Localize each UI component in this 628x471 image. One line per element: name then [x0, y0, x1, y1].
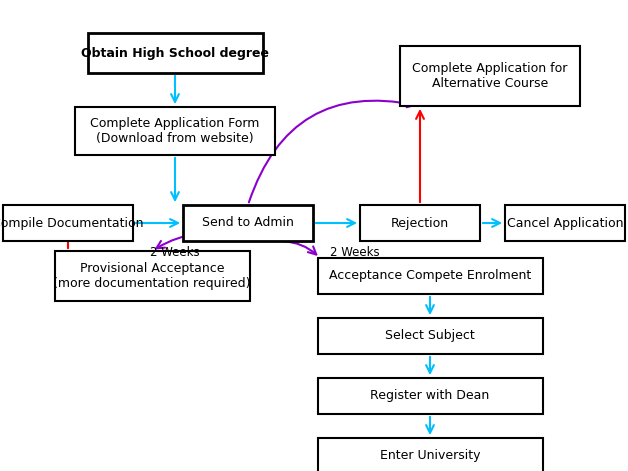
- Text: Compile Documentation: Compile Documentation: [0, 217, 144, 229]
- Text: Obtain High School degree: Obtain High School degree: [81, 47, 269, 59]
- FancyBboxPatch shape: [318, 378, 543, 414]
- FancyBboxPatch shape: [75, 107, 275, 155]
- Text: Acceptance Compete Enrolment: Acceptance Compete Enrolment: [329, 269, 531, 283]
- FancyBboxPatch shape: [55, 251, 249, 301]
- Text: 2 Weeks: 2 Weeks: [150, 246, 200, 259]
- FancyBboxPatch shape: [87, 33, 263, 73]
- Text: Cancel Application: Cancel Application: [507, 217, 623, 229]
- Text: Register with Dean: Register with Dean: [371, 390, 490, 403]
- Text: Rejection: Rejection: [391, 217, 449, 229]
- Text: Send to Admin: Send to Admin: [202, 217, 294, 229]
- FancyBboxPatch shape: [318, 318, 543, 354]
- FancyBboxPatch shape: [400, 46, 580, 106]
- FancyBboxPatch shape: [360, 205, 480, 241]
- Text: Complete Application Form
(Download from website): Complete Application Form (Download from…: [90, 117, 260, 145]
- Text: Select Subject: Select Subject: [385, 330, 475, 342]
- Text: Provisional Acceptance
(more documentation required): Provisional Acceptance (more documentati…: [53, 262, 251, 290]
- Text: Complete Application for
Alternative Course: Complete Application for Alternative Cou…: [413, 62, 568, 90]
- FancyBboxPatch shape: [3, 205, 133, 241]
- FancyBboxPatch shape: [183, 205, 313, 241]
- FancyBboxPatch shape: [318, 438, 543, 471]
- FancyBboxPatch shape: [505, 205, 625, 241]
- Text: Enter University: Enter University: [380, 449, 480, 463]
- FancyBboxPatch shape: [318, 258, 543, 294]
- Text: 2 Weeks: 2 Weeks: [330, 246, 380, 259]
